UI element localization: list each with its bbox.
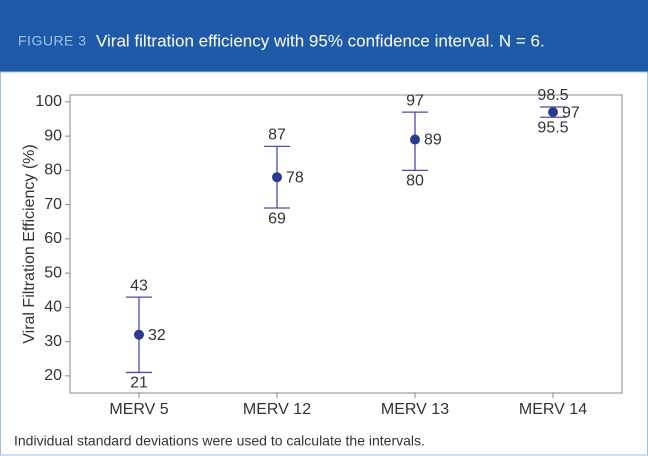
point [410,134,420,145]
x-tick-label: MERV 12 [243,401,311,418]
chart-title: Viral filtration efficiency with 95% con… [96,31,545,50]
value-label: 78 [286,169,304,186]
upper-label: 87 [268,127,286,144]
y-tick-label: 100 [35,93,62,110]
y-tick-label: 30 [44,333,62,350]
footnote: Individual standard deviations were used… [14,433,425,449]
figure-label: FIGURE 3 [18,33,87,49]
plot-frame [69,94,623,394]
upper-label: 98.5 [537,87,568,104]
x-tick-label: MERV 14 [519,401,587,418]
lower-label: 69 [268,210,286,227]
y-tick-label: 40 [44,299,62,316]
upper-label: 97 [406,92,424,109]
y-tick-label: 80 [44,162,62,179]
point [272,172,282,183]
y-tick-label: 60 [44,230,62,247]
y-tick-label: 50 [44,264,62,281]
value-label: 89 [424,132,442,149]
y-tick-label: 20 [44,367,62,384]
y-tick-label: 70 [44,196,62,213]
upper-label: 43 [130,277,148,294]
header-band [0,0,648,72]
value-label: 97 [562,104,580,121]
x-tick-label: MERV 13 [381,401,449,418]
x-tick-label: MERV 5 [109,401,168,418]
lower-label: 80 [406,173,424,190]
point [134,329,144,340]
lower-label: 21 [130,375,148,392]
value-label: 32 [148,327,166,344]
y-tick-label: 90 [44,127,62,144]
point [548,107,558,118]
y-axis-label: Viral Filtration Efficiency (%) [21,144,38,343]
lower-label: 95.5 [537,119,568,136]
